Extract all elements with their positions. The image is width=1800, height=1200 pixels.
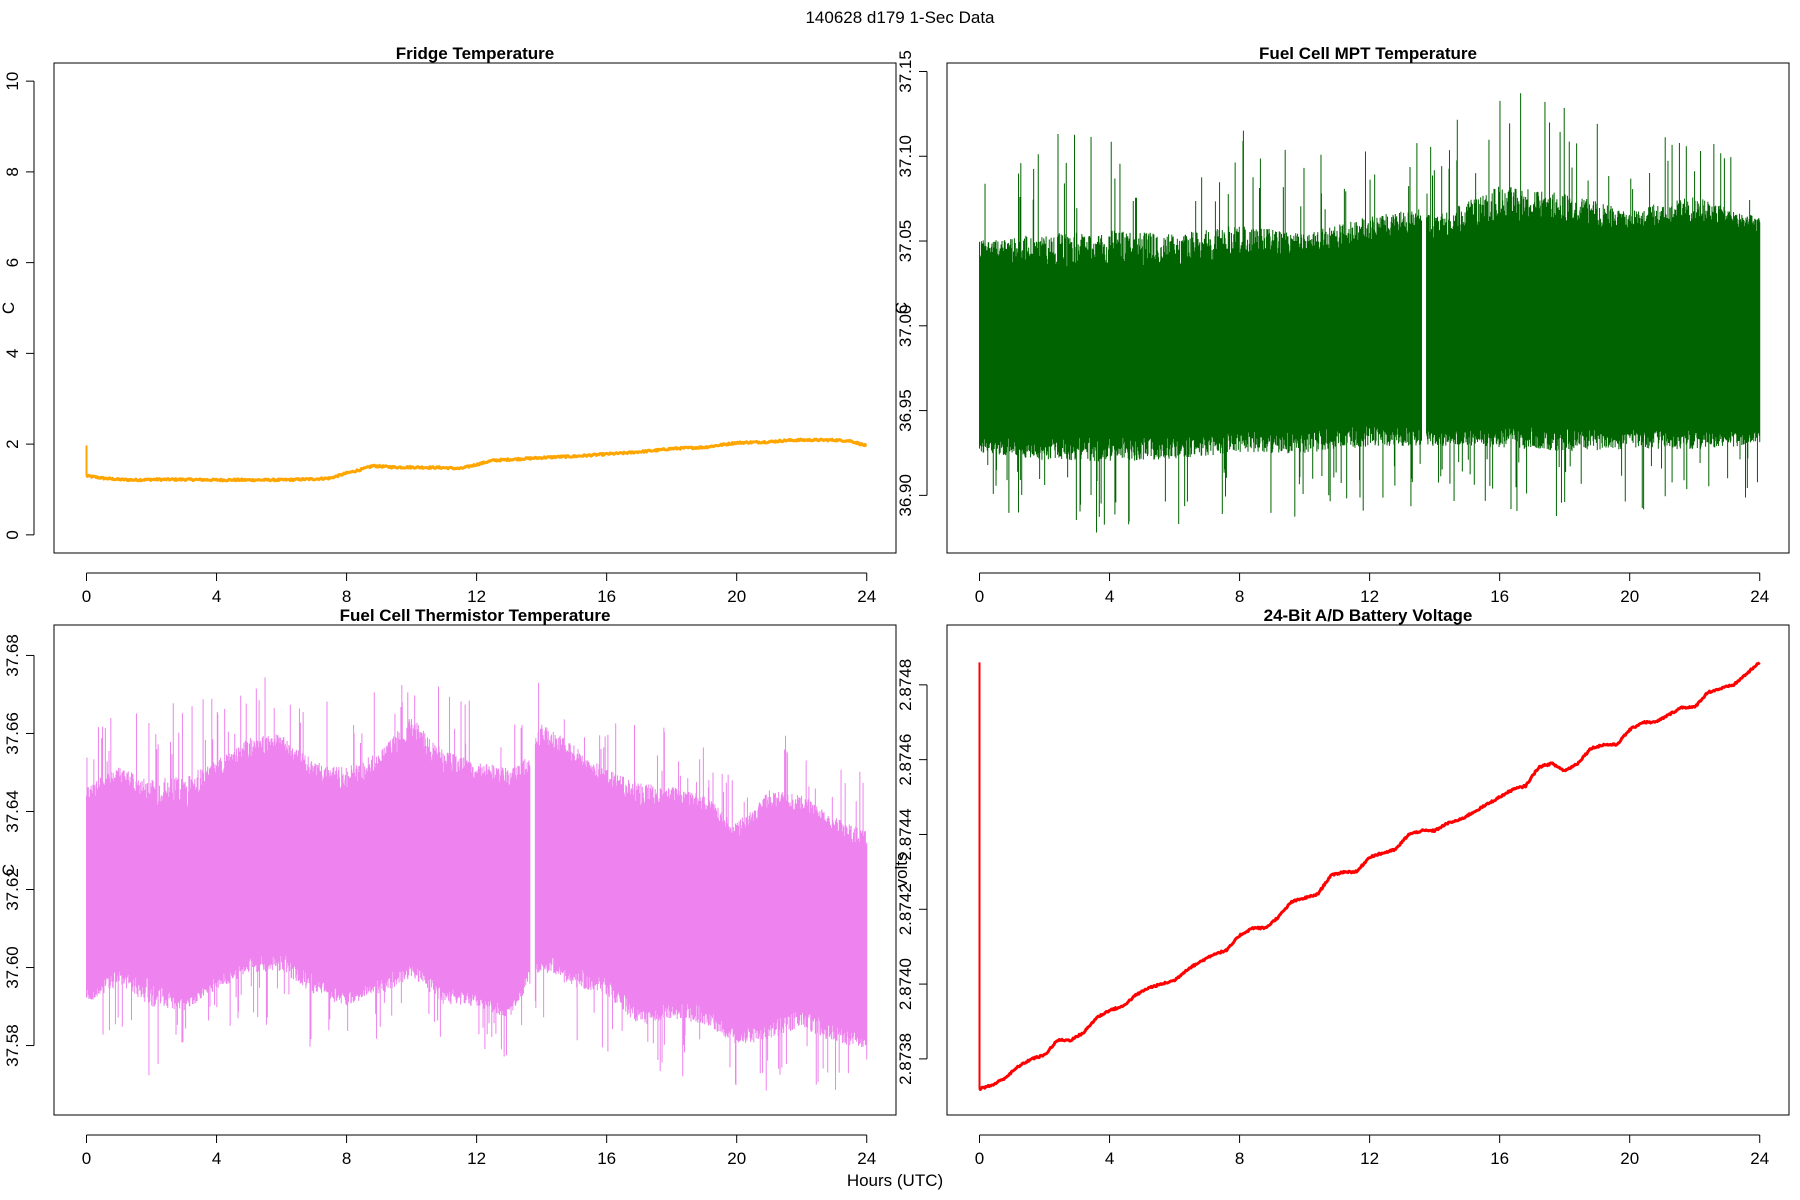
x-tick-label: 16 [1490,587,1509,606]
y-tick-label: 2 [3,439,22,448]
y-tick-label: 8 [3,167,22,176]
y-axis: 0 2 4 6 8 10 [3,72,35,540]
noise-trace [979,93,1761,533]
noise-trace [86,677,868,1091]
x-tick-label: 12 [467,1149,486,1168]
y-tick-label: 2.8746 [896,734,915,786]
x-tick-label: 0 [975,1149,984,1168]
x-axis: 0 4 8 12 16 20 24 [82,572,876,606]
y-axis-label: C [0,302,18,314]
x-axis: 0 4 8 12 16 20 24 [975,572,1769,606]
y-axis-label: volts [892,853,911,888]
x-tick-label: 16 [597,1149,616,1168]
y-tick-label: 36.95 [896,389,915,432]
y-tick-label: 4 [3,349,22,358]
y-axis-label: C [892,302,911,314]
y-tick-label: 37.66 [3,712,22,755]
y-tick-label: 2.8742 [896,883,915,935]
y-tick-label: 37.58 [3,1024,22,1067]
y-axis: 36.90 36.95 37.00 37.05 37.10 37.15 [896,50,928,517]
y-tick-label: 37.62 [3,868,22,911]
x-tick-label: 0 [975,587,984,606]
panel-title: 24-Bit A/D Battery Voltage [1264,606,1473,625]
x-tick-label: 24 [1750,587,1769,606]
x-tick-label: 8 [1235,587,1244,606]
x-tick-label: 20 [727,587,746,606]
y-tick-label: 37.05 [896,220,915,263]
y-tick-label: 6 [3,258,22,267]
y-tick-label: 36.90 [896,474,915,517]
series-3 [86,677,868,1091]
y-tick-label: 37.15 [896,50,915,93]
panel-title: Fuel Cell MPT Temperature [1259,44,1477,63]
plot-frame [946,624,1790,1116]
x-tick-label: 12 [467,587,486,606]
x-tick-label: 16 [1490,1149,1509,1168]
series-2 [979,93,1761,533]
y-tick-label: 37.68 [3,634,22,677]
x-tick-label: 4 [1105,1149,1114,1168]
x-tick-label: 12 [1360,587,1379,606]
y-tick-label: 37.64 [3,790,22,833]
x-tick-label: 24 [1750,1149,1769,1168]
y-tick-label: 37.00 [896,305,915,348]
data-line [85,437,868,483]
y-tick-label: 0 [3,530,22,539]
y-axis: 2.8738 2.8740 2.8742 2.8744 2.8746 2.8748 [896,659,928,1085]
panel-3: Fuel Cell Thermistor Temperature C 0 4 8 12 16… [0,606,897,1168]
y-tick-label: 37.10 [896,135,915,178]
x-tick-label: 8 [342,1149,351,1168]
x-tick-label: 4 [212,587,221,606]
x-axis: 0 4 8 12 16 20 24 [82,1134,876,1168]
y-tick-label: 10 [3,72,22,91]
panel-2: Fuel Cell MPT Temperature C 0 4 8 12 16 20 24 36.… [892,44,1790,606]
y-axis: 37.58 37.60 37.62 37.64 37.66 37.68 [3,634,35,1067]
y-tick-label: 37.60 [3,946,22,989]
x-tick-label: 12 [1360,1149,1379,1168]
figure-title: 140628 d179 1-Sec Data [805,8,995,27]
x-tick-label: 16 [597,587,616,606]
x-axis-label: Hours (UTC) [847,1171,943,1190]
y-tick-label: 2.8738 [896,1033,915,1085]
y-tick-label: 2.8744 [896,808,915,860]
series-1 [85,437,868,483]
x-tick-label: 8 [342,587,351,606]
x-tick-label: 20 [1620,587,1639,606]
series-4 [978,661,1761,1091]
plot-frame [53,62,897,554]
x-tick-label: 24 [857,587,876,606]
x-tick-label: 24 [857,1149,876,1168]
x-tick-label: 20 [727,1149,746,1168]
y-axis-label: C [0,864,18,876]
x-tick-label: 4 [212,1149,221,1168]
panel-title: Fuel Cell Thermistor Temperature [340,606,611,625]
x-tick-label: 8 [1235,1149,1244,1168]
y-tick-label: 2.8748 [896,659,915,711]
plot-frame [946,62,1790,554]
y-tick-label: 2.8740 [896,958,915,1010]
panel-4: 24-Bit A/D Battery Voltage volts 0 4 8 12 16 20… [892,606,1790,1168]
data-line [978,661,1761,1091]
x-tick-label: 0 [82,587,91,606]
panel-title: Fridge Temperature [396,44,554,63]
x-tick-label: 20 [1620,1149,1639,1168]
x-axis: 0 4 8 12 16 20 24 [975,1134,1769,1168]
x-tick-label: 4 [1105,587,1114,606]
plot-frame [53,624,897,1116]
x-tick-label: 0 [82,1149,91,1168]
